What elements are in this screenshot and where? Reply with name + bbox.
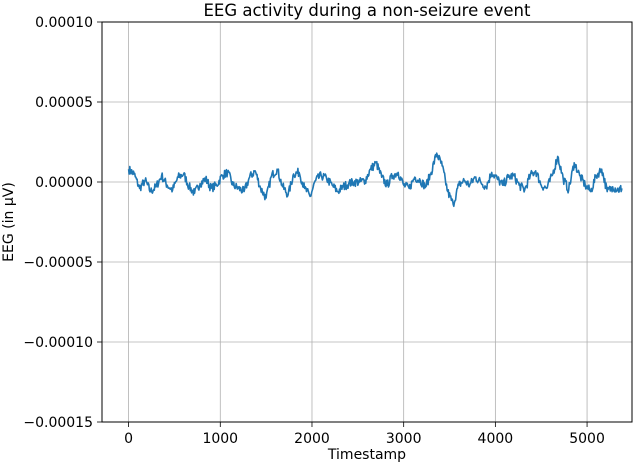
x-axis-title: Timestamp <box>327 447 406 462</box>
chart-title: EEG activity during a non-seizure event <box>203 1 531 20</box>
x-tick-label: 1000 <box>202 431 238 447</box>
y-tick-label: 0.00005 <box>35 95 93 111</box>
y-tick-label: −0.00010 <box>23 335 93 351</box>
plot-frame <box>101 21 633 423</box>
y-tick-label: 0.00010 <box>35 15 93 31</box>
y-tick-label: 0.00000 <box>35 175 93 191</box>
series-layer <box>127 152 623 208</box>
y-axis-title: EEG (in µV) <box>1 182 17 262</box>
x-tick-label: 0 <box>124 431 133 447</box>
ticks: 0 1000 2000 3000 4000 5000 0.00010 0.00005 0.000… <box>23 15 605 447</box>
series-line-0 <box>127 152 623 208</box>
x-tick-label: 5000 <box>569 431 605 447</box>
y-tick-label: −0.00005 <box>23 255 93 271</box>
x-tick-label: 3000 <box>386 431 422 447</box>
y-tick-label: −0.00015 <box>23 415 93 431</box>
x-tick-label: 4000 <box>478 431 514 447</box>
x-tick-label: 2000 <box>294 431 330 447</box>
